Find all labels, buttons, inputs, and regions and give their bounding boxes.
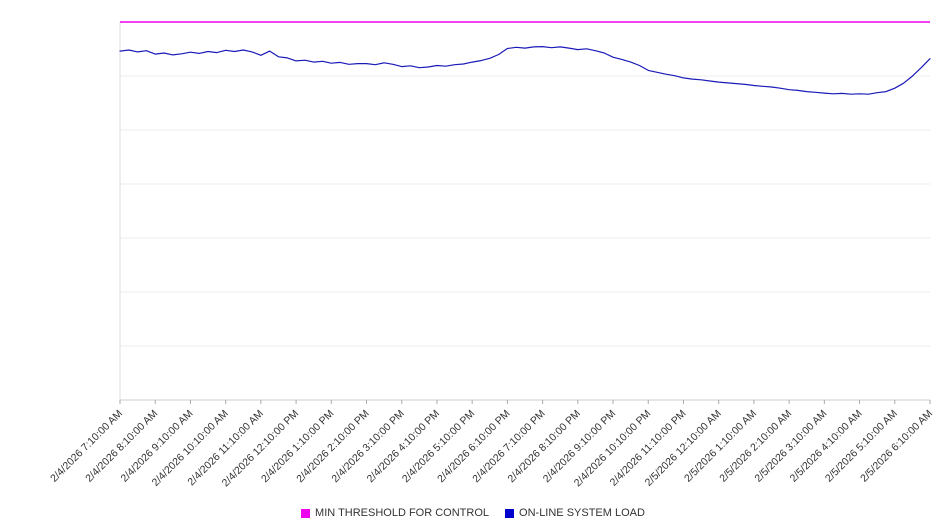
legend-item-min-threshold: MIN THRESHOLD FOR CONTROL xyxy=(301,507,489,519)
legend-swatch-system-load xyxy=(505,508,515,518)
legend-swatch-min-threshold xyxy=(301,508,311,518)
chart-plot-area: 2/4/2026 7:10:00 AM2/4/2026 8:10:00 AM2/… xyxy=(48,21,935,489)
system-load-line xyxy=(119,45,931,95)
legend-label-system-load: ON-LINE SYSTEM LOAD xyxy=(519,507,645,519)
legend-label-min-threshold: MIN THRESHOLD FOR CONTROL xyxy=(315,507,490,519)
chart-legend: MIN THRESHOLD FOR CONTROL ON-LINE SYSTEM… xyxy=(0,507,946,519)
legend-item-system-load: ON-LINE SYSTEM LOAD xyxy=(505,507,645,519)
